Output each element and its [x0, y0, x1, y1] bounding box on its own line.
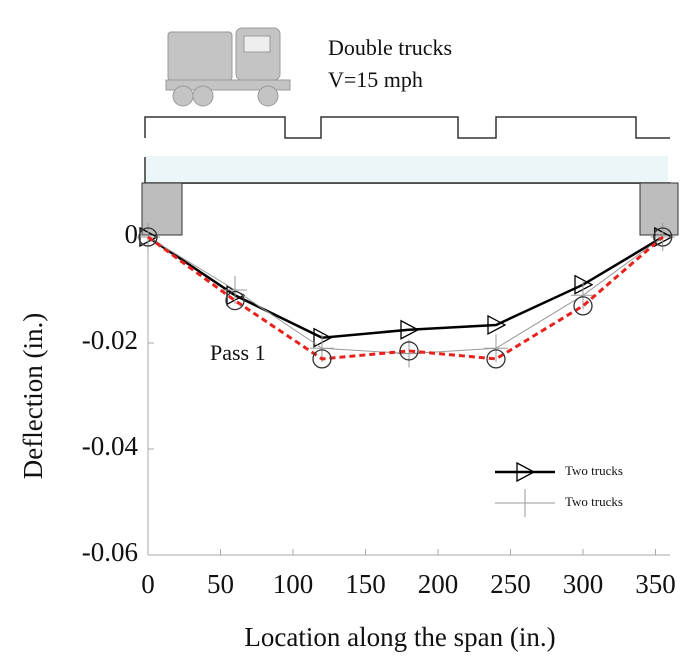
annotation: Pass 1	[210, 340, 266, 365]
x-tick-label: 50	[207, 569, 234, 599]
marker	[487, 314, 507, 336]
marker	[138, 227, 158, 247]
marker	[513, 489, 537, 517]
y-tick-label: 0	[125, 219, 139, 249]
support-right	[639, 182, 679, 236]
y-tick-label: -0.06	[82, 537, 138, 567]
y-tick-label: -0.02	[82, 325, 138, 355]
marker	[399, 341, 419, 361]
marker	[573, 296, 593, 316]
y-tick-label: -0.04	[82, 431, 139, 461]
marker	[516, 461, 536, 483]
marker	[571, 281, 595, 310]
legend-label: Two trucks	[565, 494, 623, 509]
x-axis-label: Location along the span (in.)	[244, 622, 555, 652]
support-left	[141, 182, 183, 236]
marker	[400, 319, 420, 340]
legend-label: Two trucks	[565, 463, 623, 478]
truck-icon	[165, 27, 291, 107]
bridge-drawing	[144, 116, 670, 184]
marker	[225, 290, 245, 311]
x-tick-label: 0	[141, 569, 155, 599]
x-tick-label: 150	[345, 569, 386, 599]
marker	[486, 349, 506, 369]
marker	[312, 349, 332, 369]
x-tick-label: 200	[418, 569, 459, 599]
x-tick-label: 250	[490, 569, 531, 599]
annotation: V=15 mph	[328, 67, 423, 92]
marker	[223, 276, 247, 304]
x-tick-label: 100	[273, 569, 314, 599]
y-axis-label: Deflection (in.)	[18, 313, 48, 479]
marker	[653, 227, 673, 247]
marker	[484, 334, 508, 363]
x-tick-label: 300	[563, 569, 604, 599]
annotation: Double trucks	[328, 35, 452, 60]
x-tick-label: 350	[635, 569, 676, 599]
